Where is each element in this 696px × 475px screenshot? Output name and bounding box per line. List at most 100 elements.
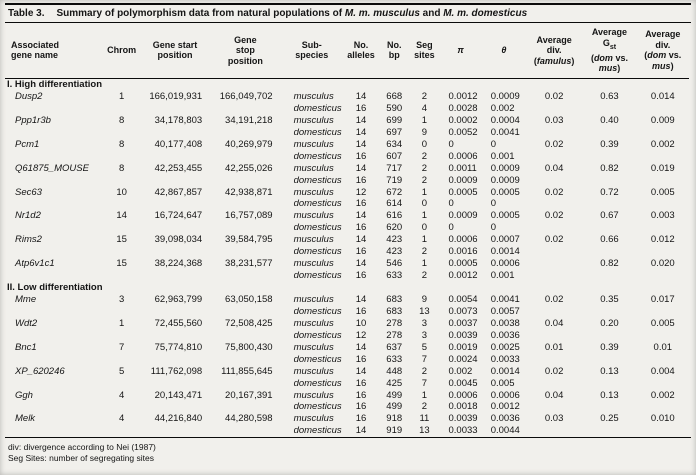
cell-theta: 0.0014 xyxy=(490,246,520,258)
cell-avg-gst: 0.25 xyxy=(600,413,619,425)
cell-gene-start: 75,774,810 xyxy=(154,341,203,353)
cell-subspecies: musculus xyxy=(293,413,334,425)
column-header-subspecies: Sub-species xyxy=(280,23,343,79)
cell-gene-start xyxy=(140,246,210,258)
cell-chrom xyxy=(104,270,140,282)
cell-gene-stop xyxy=(210,425,280,437)
cell-pi: 0.0039 xyxy=(448,330,478,342)
cell-no-bp: 278 xyxy=(386,330,403,342)
cell-avg-div-famulus: 0.02 xyxy=(544,186,564,198)
cell-avg-div-dom-mus: 0.002 xyxy=(650,138,675,150)
cell-avg-gst xyxy=(582,378,636,390)
cell-theta: 0.001 xyxy=(490,150,515,162)
cell-gene-name xyxy=(5,378,104,390)
cell-chrom: 8 xyxy=(119,115,125,127)
cell-avg-gst xyxy=(582,175,636,187)
cell-avg-div-dom-mus: 0.005 xyxy=(650,318,675,330)
cell-pi: 0 xyxy=(448,222,454,234)
cell-avg-gst xyxy=(582,401,636,413)
cell-no-alleles: 16 xyxy=(355,353,367,365)
cell-avg-gst xyxy=(582,330,636,342)
header-row: Associated gene name Chrom Gene start positi… xyxy=(5,23,689,79)
cell-subspecies: musculus xyxy=(293,162,334,174)
cell-seg-sites: 7 xyxy=(421,353,428,365)
column-header-seg: Seg sites xyxy=(409,23,440,79)
cell-theta: 0.0006 xyxy=(490,257,520,269)
cell-no-bp: 423 xyxy=(386,234,403,246)
cell-gene-name xyxy=(5,330,104,342)
cell-gene-stop xyxy=(210,103,280,115)
gene-row-musculus: Atp6v1c1 15 38,224,368 38,231,577 musculus 14… xyxy=(5,258,689,270)
cell-gene-name xyxy=(5,306,104,318)
cell-avg-div-famulus xyxy=(526,306,582,318)
cell-gene-start: 166,019,931 xyxy=(149,91,203,103)
cell-avg-div-dom-mus xyxy=(637,103,689,115)
column-header-gene: Associated gene name xyxy=(5,23,104,79)
cell-avg-div-famulus xyxy=(526,198,582,210)
gene-row-musculus: Pcm1 8 40,177,408 40,269,979 musculus 14 634 0 0… xyxy=(5,139,689,151)
cell-theta: 0.0006 xyxy=(490,389,520,401)
table-body: I. High differentiation Dusp2 1 166,019,931… xyxy=(5,78,689,437)
cell-pi: 0.002 xyxy=(448,365,473,377)
cell-gene-stop: 111,855,645 xyxy=(221,365,273,377)
cell-subspecies: domesticus xyxy=(293,150,342,162)
cell-seg-sites: 3 xyxy=(421,330,428,342)
cell-chrom xyxy=(104,306,140,318)
cell-chrom: 15 xyxy=(116,257,127,269)
cell-gene-name: Pcm1 xyxy=(15,138,40,150)
cell-avg-gst xyxy=(582,151,636,163)
gene-row-domesticus: domesticus 16 590 4 0.0028 0.002 xyxy=(5,103,689,115)
cell-subspecies: musculus xyxy=(293,234,334,246)
cell-avg-div-famulus: 0.02 xyxy=(544,91,564,103)
cell-no-bp: 719 xyxy=(386,174,403,186)
cell-no-alleles: 16 xyxy=(355,389,367,401)
cell-chrom: 1 xyxy=(119,318,125,330)
cell-avg-gst xyxy=(582,127,636,139)
cell-avg-div-dom-mus: 0.017 xyxy=(650,294,675,306)
cell-avg-div-famulus: 0.03 xyxy=(544,413,564,425)
cell-chrom: 8 xyxy=(119,138,125,150)
cell-no-bp: 637 xyxy=(386,341,403,353)
gene-row-domesticus: domesticus 16 614 0 0 0 xyxy=(5,198,689,210)
cell-no-alleles: 16 xyxy=(355,174,367,186)
cell-gene-stop: 44,280,598 xyxy=(225,413,273,425)
cell-chrom: 15 xyxy=(116,234,127,246)
cell-gene-name: Bnc1 xyxy=(15,341,37,353)
cell-avg-div-dom-mus xyxy=(637,425,689,437)
cell-avg-gst xyxy=(582,103,636,115)
cell-no-alleles: 16 xyxy=(355,246,367,258)
cell-pi: 0.0045 xyxy=(448,377,478,389)
cell-no-alleles: 14 xyxy=(355,257,367,269)
cell-avg-div-famulus: 0.02 xyxy=(544,234,564,246)
cell-gene-start xyxy=(140,354,210,366)
cell-avg-div-dom-mus: 0.014 xyxy=(650,91,675,103)
cell-theta: 0.0044 xyxy=(490,425,520,437)
gene-row-musculus: Bnc1 7 75,774,810 75,800,430 musculus 14 637 5 0… xyxy=(5,342,689,354)
column-header-gst: Average Gst (dom vs. mus) xyxy=(582,23,637,79)
cell-pi: 0.0019 xyxy=(448,341,478,353)
cell-gene-stop: 38,231,577 xyxy=(225,257,273,269)
cell-avg-div-famulus: 0.04 xyxy=(544,389,564,401)
column-header-div-dom-mus: Average div. (dom vs. mus) xyxy=(636,23,689,79)
gene-row-musculus: Ppp1r3b 8 34,178,803 34,191,218 musculus 14 69… xyxy=(5,115,689,127)
cell-no-alleles: 14 xyxy=(355,115,367,127)
cell-avg-div-famulus: 0.03 xyxy=(544,115,564,127)
cell-gene-name xyxy=(5,151,104,163)
gene-row-domesticus: domesticus 16 423 2 0.0016 0.0014 xyxy=(5,246,689,258)
cell-gene-name: Ppp1r3b xyxy=(15,115,51,127)
cell-chrom xyxy=(104,198,140,210)
cell-theta: 0.0009 xyxy=(490,91,520,103)
gene-row-domesticus: domesticus 16 633 7 0.0024 0.0033 xyxy=(5,354,689,366)
cell-avg-gst: 0.67 xyxy=(600,210,619,222)
cell-seg-sites: 3 xyxy=(421,318,428,330)
cell-avg-div-famulus xyxy=(526,175,582,187)
column-header-alleles: No. alleles xyxy=(342,23,380,79)
table-caption: Table 3. Summary of polymorphism data fro… xyxy=(5,5,691,23)
cell-no-bp: 620 xyxy=(386,222,403,234)
gene-row-domesticus: domesticus 16 607 2 0.0006 0.001 xyxy=(5,151,689,163)
cell-no-alleles: 12 xyxy=(355,330,367,342)
gene-row-musculus: Ggh 4 20,143,471 20,167,391 musculus 16 499 1 0.… xyxy=(5,390,689,402)
cell-no-bp: 499 xyxy=(386,401,403,413)
cell-gene-name: Melk xyxy=(15,413,36,425)
cell-no-bp: 699 xyxy=(386,115,403,127)
